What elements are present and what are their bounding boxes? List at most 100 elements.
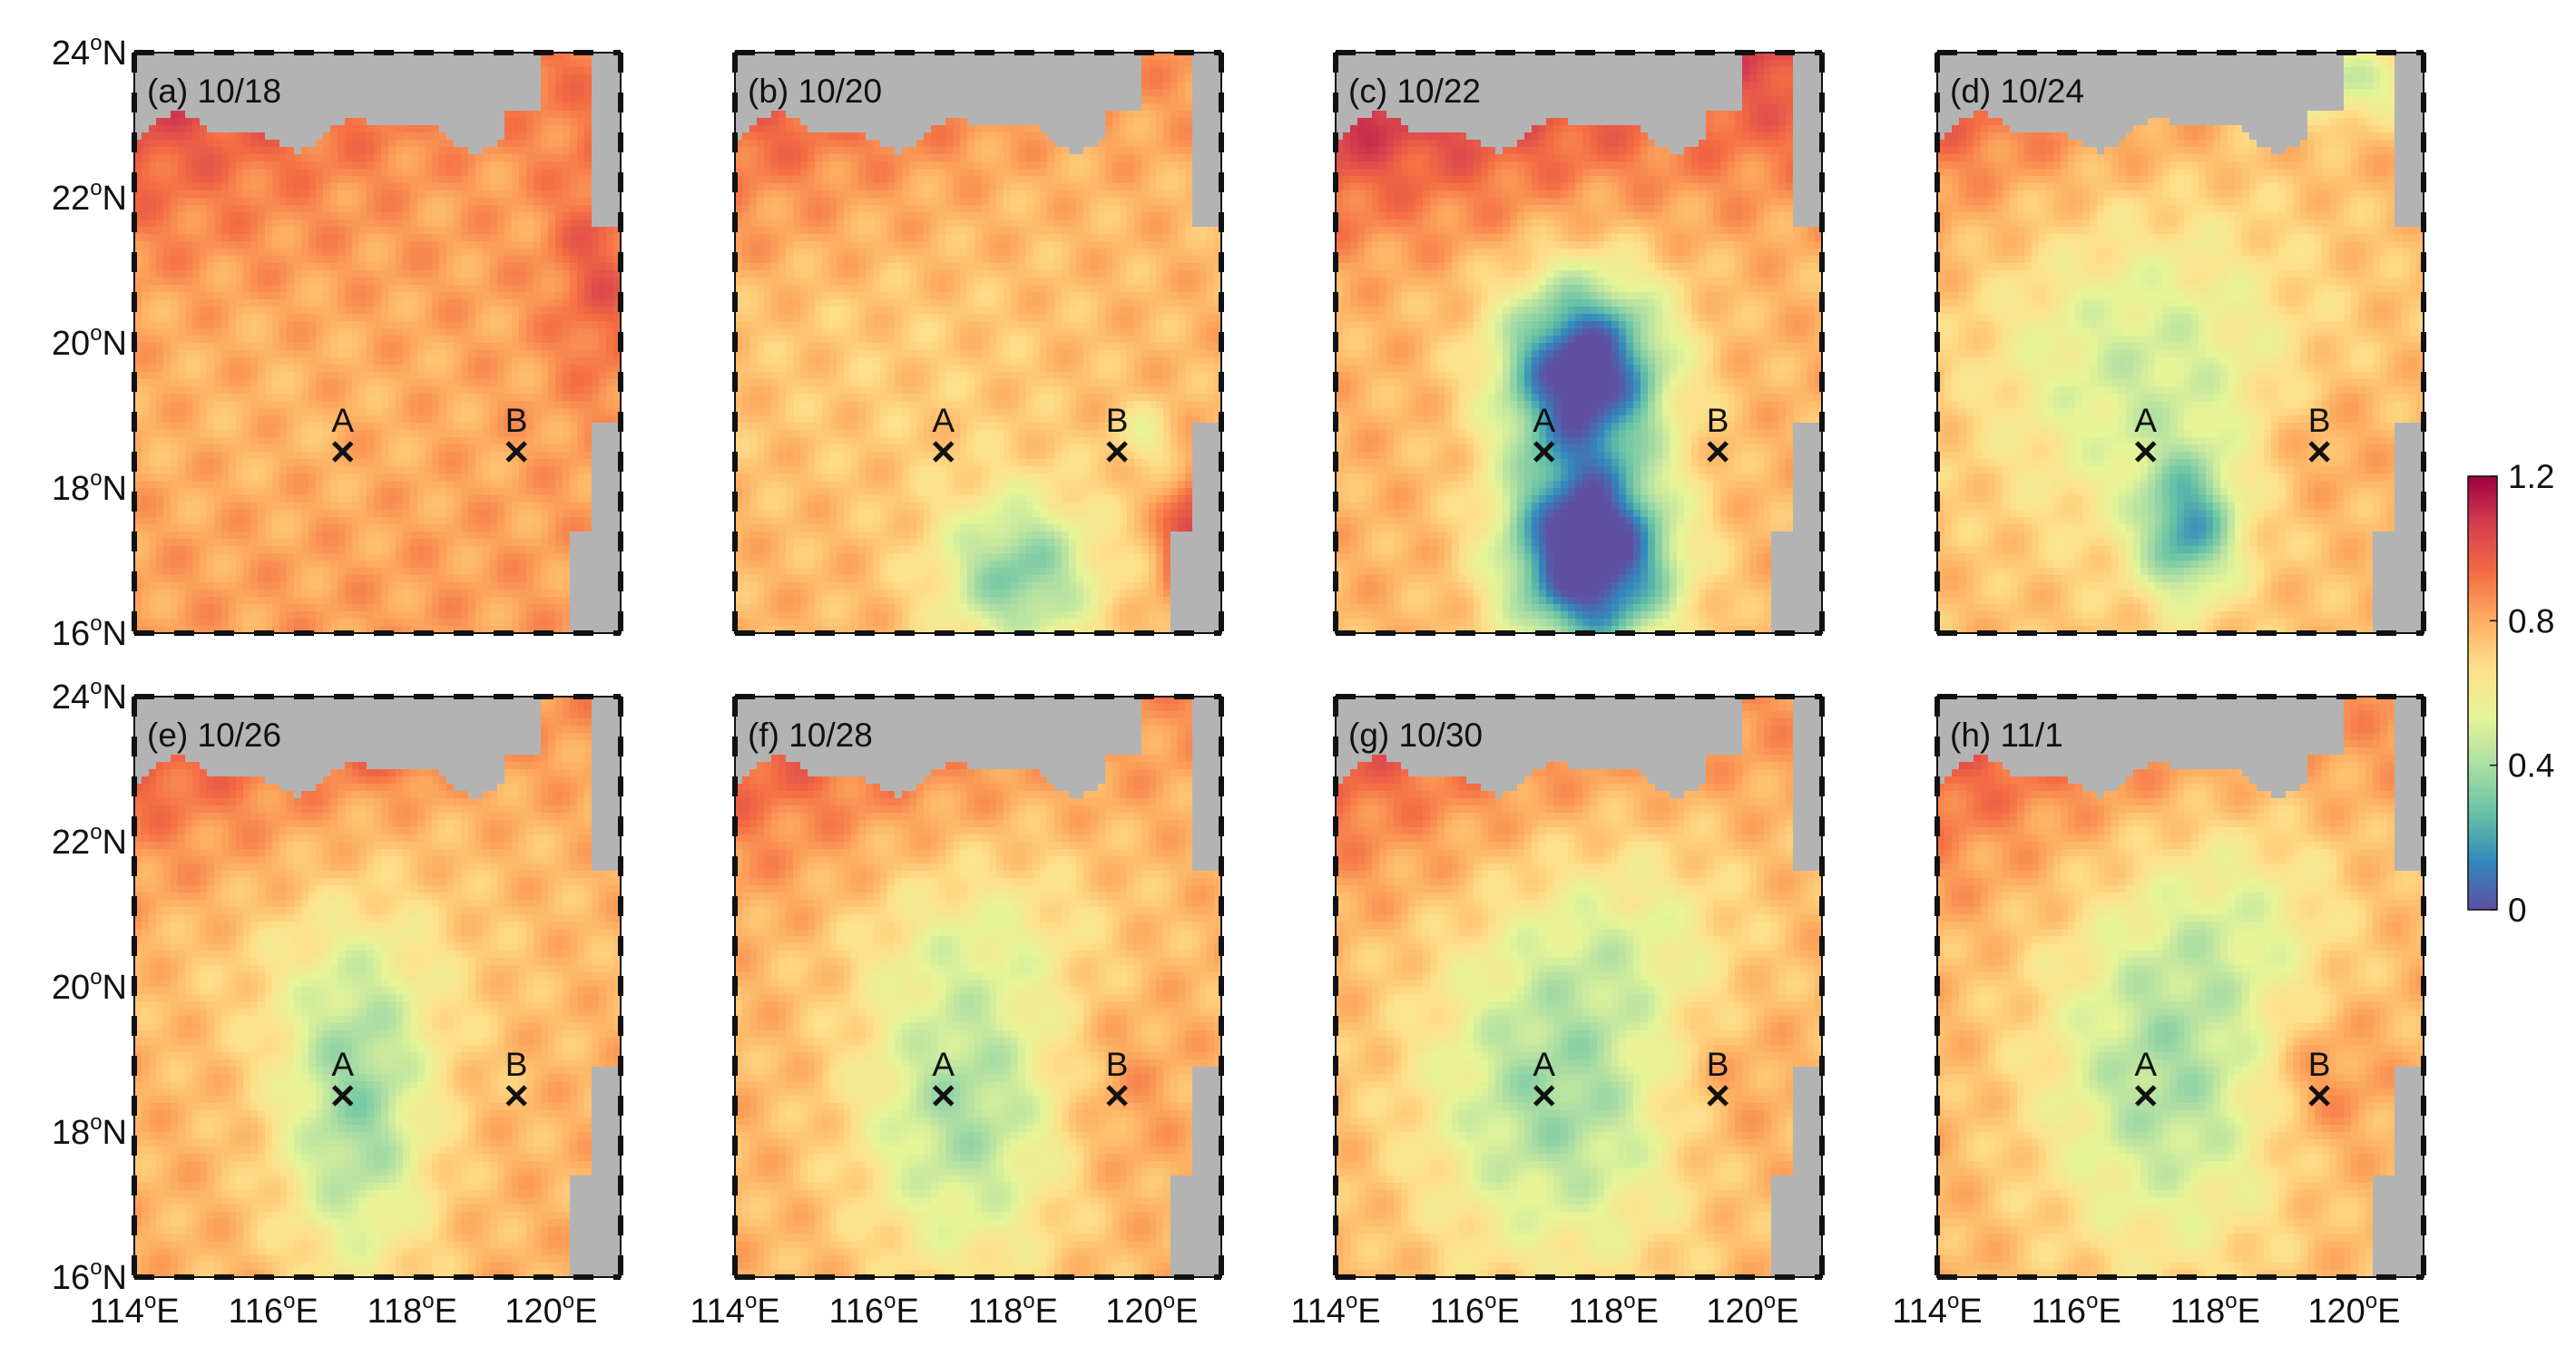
field-cell bbox=[548, 249, 556, 257]
field-cell bbox=[381, 314, 389, 322]
field-cell bbox=[410, 190, 418, 199]
field-cell bbox=[490, 60, 498, 68]
field-cell bbox=[265, 270, 273, 278]
field-cell bbox=[374, 96, 382, 104]
field-cell bbox=[279, 292, 288, 300]
field-cell bbox=[214, 249, 222, 257]
field-cell bbox=[548, 118, 556, 126]
field-cell bbox=[192, 285, 201, 293]
field-cell bbox=[584, 198, 593, 206]
field-cell bbox=[163, 205, 171, 213]
field-cell bbox=[338, 161, 346, 170]
field-cell bbox=[367, 386, 375, 395]
field-cell bbox=[410, 285, 418, 293]
field-cell bbox=[577, 249, 585, 257]
field-cell bbox=[142, 415, 150, 424]
field-cell bbox=[279, 212, 288, 220]
field-cell bbox=[294, 205, 302, 213]
field-cell bbox=[563, 488, 571, 496]
field-cell bbox=[461, 466, 469, 474]
field-cell bbox=[316, 314, 324, 322]
field-cell bbox=[163, 270, 171, 278]
field-cell bbox=[243, 285, 251, 293]
field-cell bbox=[475, 176, 484, 184]
field-cell bbox=[475, 379, 484, 387]
field-cell bbox=[323, 205, 331, 213]
field-cell bbox=[316, 220, 324, 228]
field-cell bbox=[403, 321, 411, 329]
field-cell bbox=[439, 292, 447, 300]
field-cell bbox=[425, 343, 433, 351]
field-cell bbox=[279, 379, 288, 387]
field-cell bbox=[541, 96, 549, 104]
field-cell bbox=[381, 444, 389, 453]
field-cell bbox=[584, 314, 593, 322]
field-cell bbox=[207, 328, 215, 337]
field-cell bbox=[563, 161, 571, 170]
field-cell bbox=[185, 307, 193, 315]
field-cell bbox=[468, 169, 476, 177]
field-cell bbox=[185, 263, 193, 271]
field-cell bbox=[599, 89, 607, 97]
field-cell bbox=[171, 249, 179, 257]
field-cell bbox=[134, 278, 142, 286]
field-cell bbox=[185, 379, 193, 387]
field-cell bbox=[599, 234, 607, 242]
field-cell bbox=[410, 299, 418, 307]
field-cell bbox=[192, 481, 201, 489]
field-cell bbox=[381, 379, 389, 387]
field-cell bbox=[425, 473, 433, 482]
field-cell bbox=[229, 328, 237, 337]
field-cell bbox=[156, 190, 164, 199]
field-cell bbox=[446, 249, 455, 257]
field-cell bbox=[142, 423, 150, 431]
field-cell bbox=[316, 147, 324, 155]
field-cell bbox=[504, 495, 513, 503]
field-cell bbox=[163, 343, 171, 351]
field-cell bbox=[323, 270, 331, 278]
field-cell bbox=[178, 212, 186, 220]
field-cell bbox=[584, 394, 593, 402]
field-cell bbox=[178, 263, 186, 271]
field-cell bbox=[294, 154, 302, 162]
field-cell bbox=[279, 176, 288, 184]
field-cell bbox=[207, 169, 215, 177]
field-cell bbox=[417, 140, 426, 148]
field-cell bbox=[279, 60, 288, 68]
field-cell bbox=[200, 386, 208, 395]
field-cell bbox=[599, 314, 607, 322]
field-cell bbox=[316, 60, 324, 68]
field-cell bbox=[229, 212, 237, 220]
field-cell bbox=[534, 183, 542, 191]
field-cell bbox=[309, 60, 317, 68]
field-cell bbox=[236, 161, 244, 170]
field-cell bbox=[548, 430, 556, 438]
field-cell bbox=[359, 270, 367, 278]
field-cell bbox=[287, 125, 295, 133]
field-cell bbox=[301, 328, 309, 337]
field-cell bbox=[417, 176, 426, 184]
field-cell bbox=[548, 437, 556, 445]
field-cell bbox=[192, 205, 201, 213]
field-cell bbox=[417, 328, 426, 337]
field-cell bbox=[323, 82, 331, 90]
field-cell bbox=[316, 408, 324, 416]
field-cell bbox=[345, 183, 353, 191]
field-cell bbox=[214, 190, 222, 199]
field-cell bbox=[446, 444, 455, 453]
field-cell bbox=[374, 401, 382, 409]
field-cell bbox=[309, 234, 317, 242]
field-cell bbox=[229, 147, 237, 155]
field-cell bbox=[396, 299, 404, 307]
field-cell bbox=[301, 401, 309, 409]
field-cell bbox=[490, 481, 498, 489]
field-cell bbox=[403, 154, 411, 162]
field-cell bbox=[279, 321, 288, 329]
field-cell bbox=[388, 140, 397, 148]
field-cell bbox=[563, 350, 571, 358]
field-cell bbox=[149, 488, 157, 496]
field-cell bbox=[526, 394, 534, 402]
field-cell bbox=[425, 67, 433, 75]
field-cell bbox=[185, 205, 193, 213]
